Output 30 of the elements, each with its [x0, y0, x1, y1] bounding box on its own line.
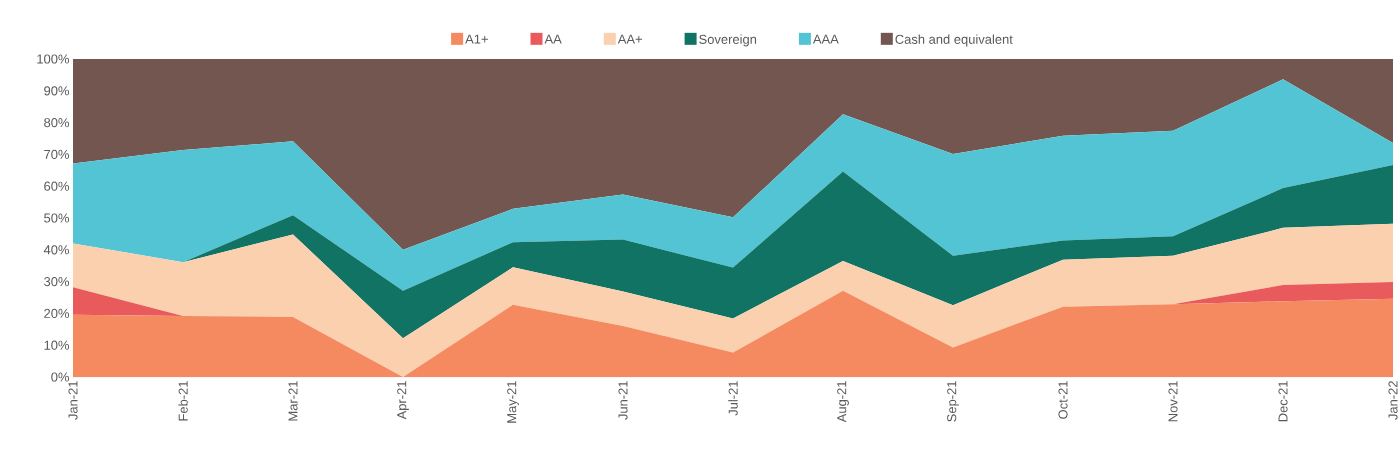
- legend-label: Cash and equivalent: [895, 34, 1013, 47]
- legend-label: AAA: [812, 34, 839, 44]
- x-tick-label: Oct-21: [1058, 381, 1068, 419]
- legend-label: AA+: [617, 34, 642, 44]
- y-tick-label: 10%: [44, 340, 70, 350]
- x-tick-label: Jul-21: [728, 381, 738, 416]
- legend-label: AA: [544, 34, 562, 44]
- x-tick-label: Apr-21: [397, 381, 409, 420]
- x-tick-label: Dec-21: [1278, 381, 1288, 422]
- y-tick-label: 0%: [51, 372, 70, 382]
- y-tick-label: 40%: [43, 245, 70, 255]
- x-tick-label: Mar-21: [288, 381, 298, 421]
- y-tick-label: 20%: [44, 308, 70, 318]
- x-tick-label: Jun-21: [618, 381, 628, 420]
- y-tick-label: 90%: [44, 86, 70, 96]
- y-tick-label: 50%: [44, 213, 70, 223]
- x-tick-label: Jan-22: [1388, 381, 1398, 420]
- x-tick-label: Aug-21: [837, 381, 849, 423]
- x-tick-label: Nov-21: [1168, 381, 1178, 422]
- y-tick-label: 60%: [44, 181, 70, 191]
- x-tick-label: Jan-21: [68, 381, 78, 420]
- y-tick-label: 80%: [44, 118, 70, 128]
- legend-label: Sovereign: [699, 34, 757, 47]
- legend-label: A1+: [465, 34, 488, 44]
- y-tick-label: 100%: [37, 54, 70, 64]
- y-tick-label: 70%: [44, 149, 70, 159]
- x-tick-label: May-21: [507, 381, 519, 423]
- y-tick-label: 30%: [44, 277, 70, 287]
- x-tick-label: Sep-21: [947, 381, 959, 422]
- x-tick-label: Feb-21: [178, 381, 188, 421]
